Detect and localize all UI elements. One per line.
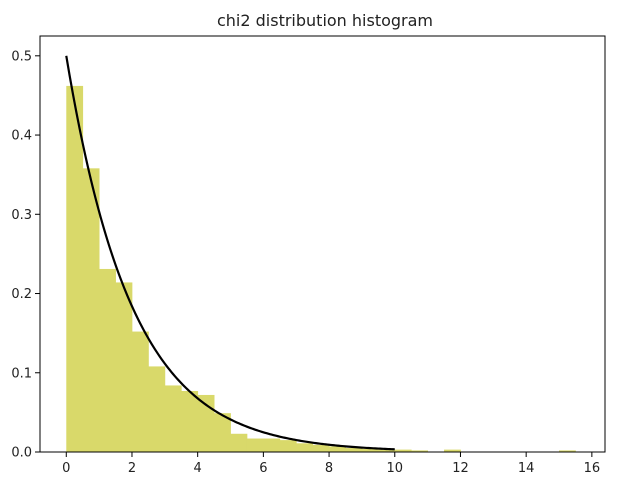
chart-title: chi2 distribution histogram — [217, 11, 433, 30]
histogram-bar — [444, 449, 461, 452]
histogram-bar — [263, 438, 281, 452]
x-tick-label: 4 — [194, 461, 202, 476]
histogram-bar — [230, 433, 248, 452]
histogram-bar — [148, 366, 166, 452]
x-tick-label: 2 — [128, 461, 136, 476]
histogram-bar — [82, 168, 100, 452]
x-tick-label: 16 — [584, 461, 601, 476]
histogram-bar — [345, 448, 363, 452]
x-tick-label: 12 — [452, 461, 469, 476]
histogram-bar — [164, 385, 182, 452]
histogram-bar — [197, 394, 215, 452]
histogram-bar — [246, 438, 264, 452]
x-tick-label: 14 — [518, 461, 535, 476]
x-tick-label: 8 — [325, 461, 333, 476]
x-tick-label: 6 — [259, 461, 267, 476]
histogram-bar — [279, 440, 297, 452]
x-tick-label: 10 — [386, 461, 403, 476]
histogram-bar — [296, 443, 314, 452]
histogram-bar — [115, 282, 133, 452]
histogram-bar — [131, 331, 149, 452]
y-tick-label: 0.2 — [11, 287, 32, 302]
y-tick-label: 0.4 — [11, 129, 32, 144]
histogram-bar — [214, 413, 231, 452]
histogram-bar — [394, 449, 412, 452]
y-tick-label: 0.5 — [11, 49, 32, 64]
y-axis: 0.0 0.1 0.2 0.3 0.4 0.5 — [11, 49, 40, 461]
histogram-bar — [99, 268, 116, 452]
x-axis: 0 2 4 6 8 10 12 14 16 — [62, 452, 600, 476]
histogram-bars — [66, 85, 576, 453]
pdf-curve — [65, 55, 395, 451]
plot-frame — [39, 35, 606, 453]
histogram-bar — [361, 448, 379, 452]
histogram-bar — [66, 85, 84, 453]
y-tick-label: 0.0 — [11, 446, 32, 461]
y-tick-label: 0.3 — [11, 208, 32, 223]
histogram-bar — [559, 450, 576, 452]
histogram-bar — [312, 444, 330, 452]
histogram-bar — [181, 390, 199, 452]
histogram-bar — [329, 446, 346, 452]
x-tick-label: 0 — [62, 461, 70, 476]
histogram-bar — [378, 449, 396, 452]
histogram-bar — [411, 450, 429, 452]
y-tick-label: 0.1 — [11, 366, 32, 381]
